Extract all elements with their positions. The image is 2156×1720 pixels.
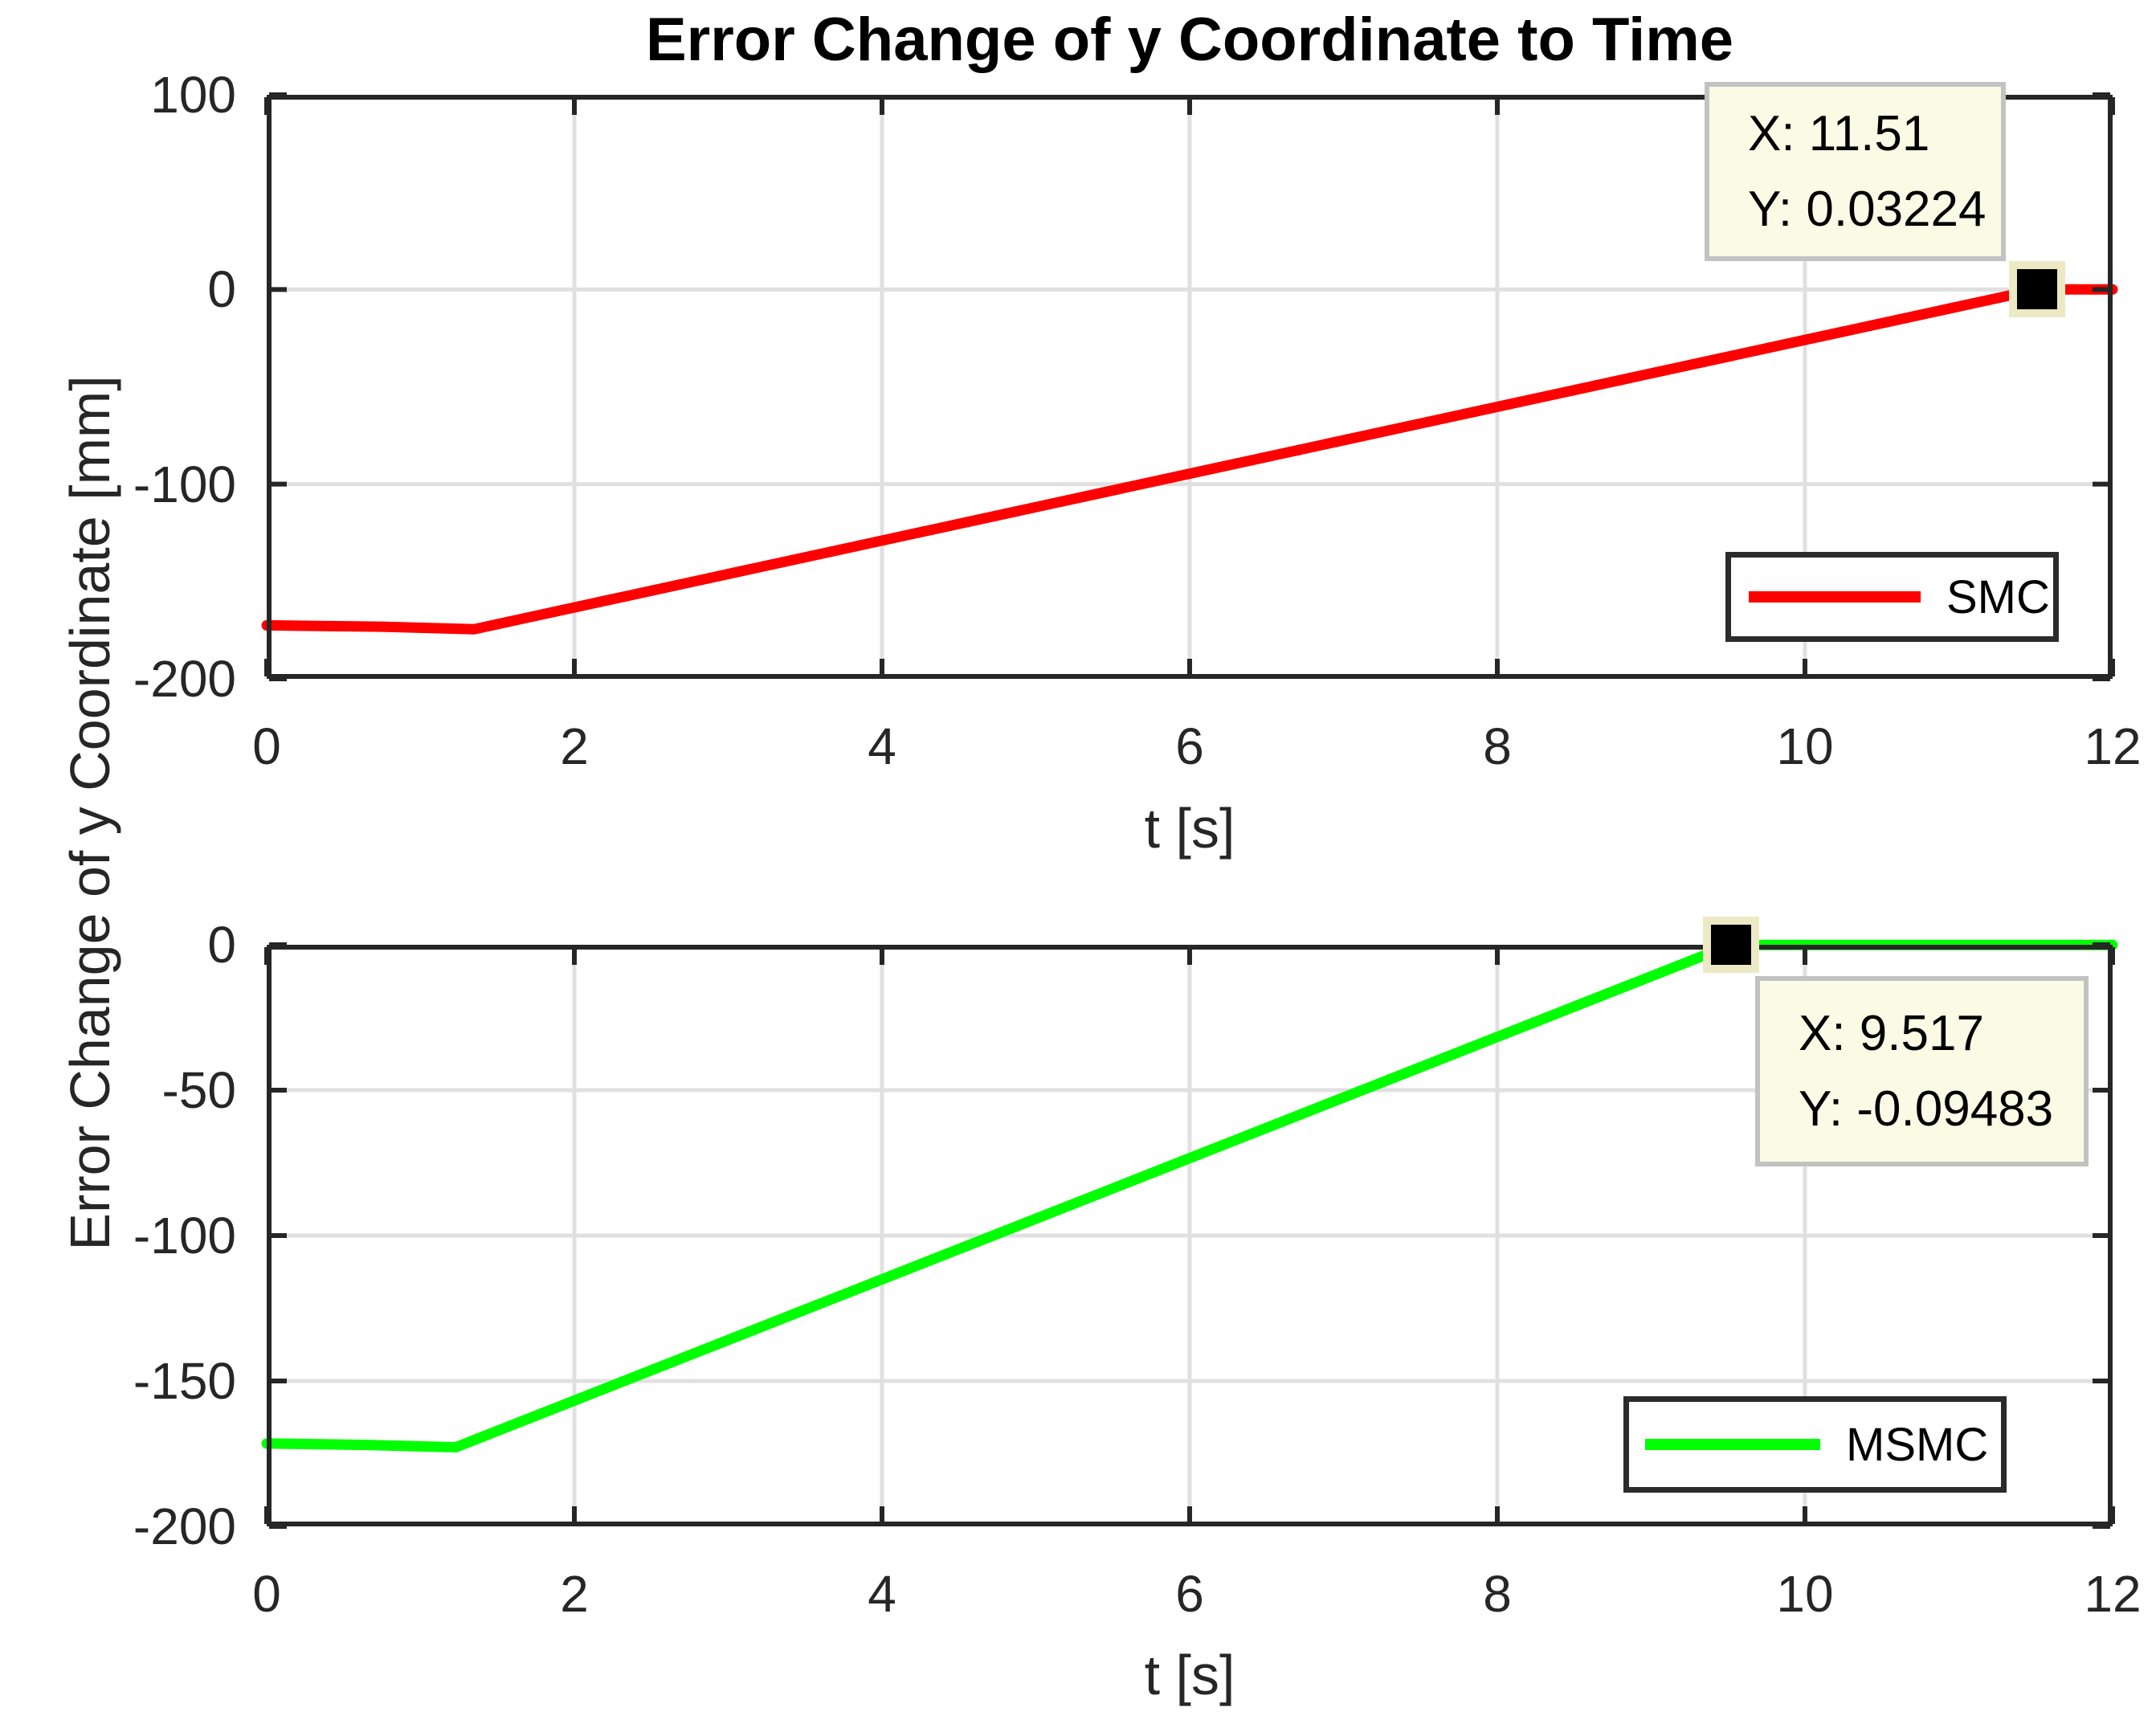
x-tick-label: 2 — [560, 1565, 589, 1623]
x-tick-label: 10 — [1776, 1565, 1834, 1623]
datatip-marker-smc[interactable] — [2009, 261, 2066, 318]
datatip-marker-msmc[interactable] — [1702, 917, 1759, 974]
legend-label-msmc: MSMC — [1846, 1418, 1989, 1471]
x-tick-label: 4 — [868, 1565, 896, 1623]
x-axis-label-smc: t [s] — [1144, 797, 1235, 860]
x-tick-label: 0 — [252, 1565, 281, 1623]
y-tick-label: -50 — [161, 1061, 237, 1119]
y-tick-label: 0 — [207, 260, 236, 319]
datatip-smc[interactable]: X: 11.51 Y: 0.03224 — [1705, 82, 2006, 261]
x-tick-label: 6 — [1175, 717, 1204, 775]
y-tick-label: -200 — [133, 650, 236, 708]
datatip-y-value: Y: 0.03224 — [1748, 181, 1987, 237]
legend-msmc[interactable]: MSMC — [1623, 1396, 2007, 1493]
y-tick-label: -150 — [133, 1352, 236, 1410]
datatip-y-value: Y: -0.09483 — [1799, 1081, 2054, 1137]
y-tick-label: 100 — [150, 66, 236, 124]
x-tick-label: 0 — [252, 717, 281, 775]
x-tick-label: 8 — [1483, 1565, 1512, 1623]
datatip-x-value: X: 11.51 — [1748, 105, 1930, 161]
x-tick-label: 2 — [560, 717, 589, 775]
x-tick-label: 4 — [868, 717, 896, 775]
chart-title: Error Change of y Coordinate to Time — [645, 6, 1734, 74]
legend-smc[interactable]: SMC — [1725, 552, 2059, 642]
legend-line-sample-msmc — [1645, 1439, 1820, 1450]
x-tick-label: 12 — [2084, 717, 2142, 775]
datatip-x-value: X: 9.517 — [1799, 1005, 1984, 1061]
x-tick-label: 8 — [1483, 717, 1512, 775]
x-axis-label-msmc: t [s] — [1144, 1644, 1235, 1706]
x-tick-label: 10 — [1776, 717, 1834, 775]
legend-line-sample-smc — [1749, 591, 1921, 603]
y-tick-label: -100 — [133, 455, 236, 513]
legend-label-smc: SMC — [1946, 570, 2050, 623]
y-tick-label: 0 — [207, 916, 236, 974]
datatip-msmc[interactable]: X: 9.517 Y: -0.09483 — [1755, 976, 2089, 1166]
x-tick-label: 12 — [2084, 1565, 2142, 1623]
x-tick-label: 6 — [1175, 1565, 1204, 1623]
y-tick-label: -200 — [133, 1497, 236, 1555]
y-tick-label: -100 — [133, 1207, 236, 1264]
